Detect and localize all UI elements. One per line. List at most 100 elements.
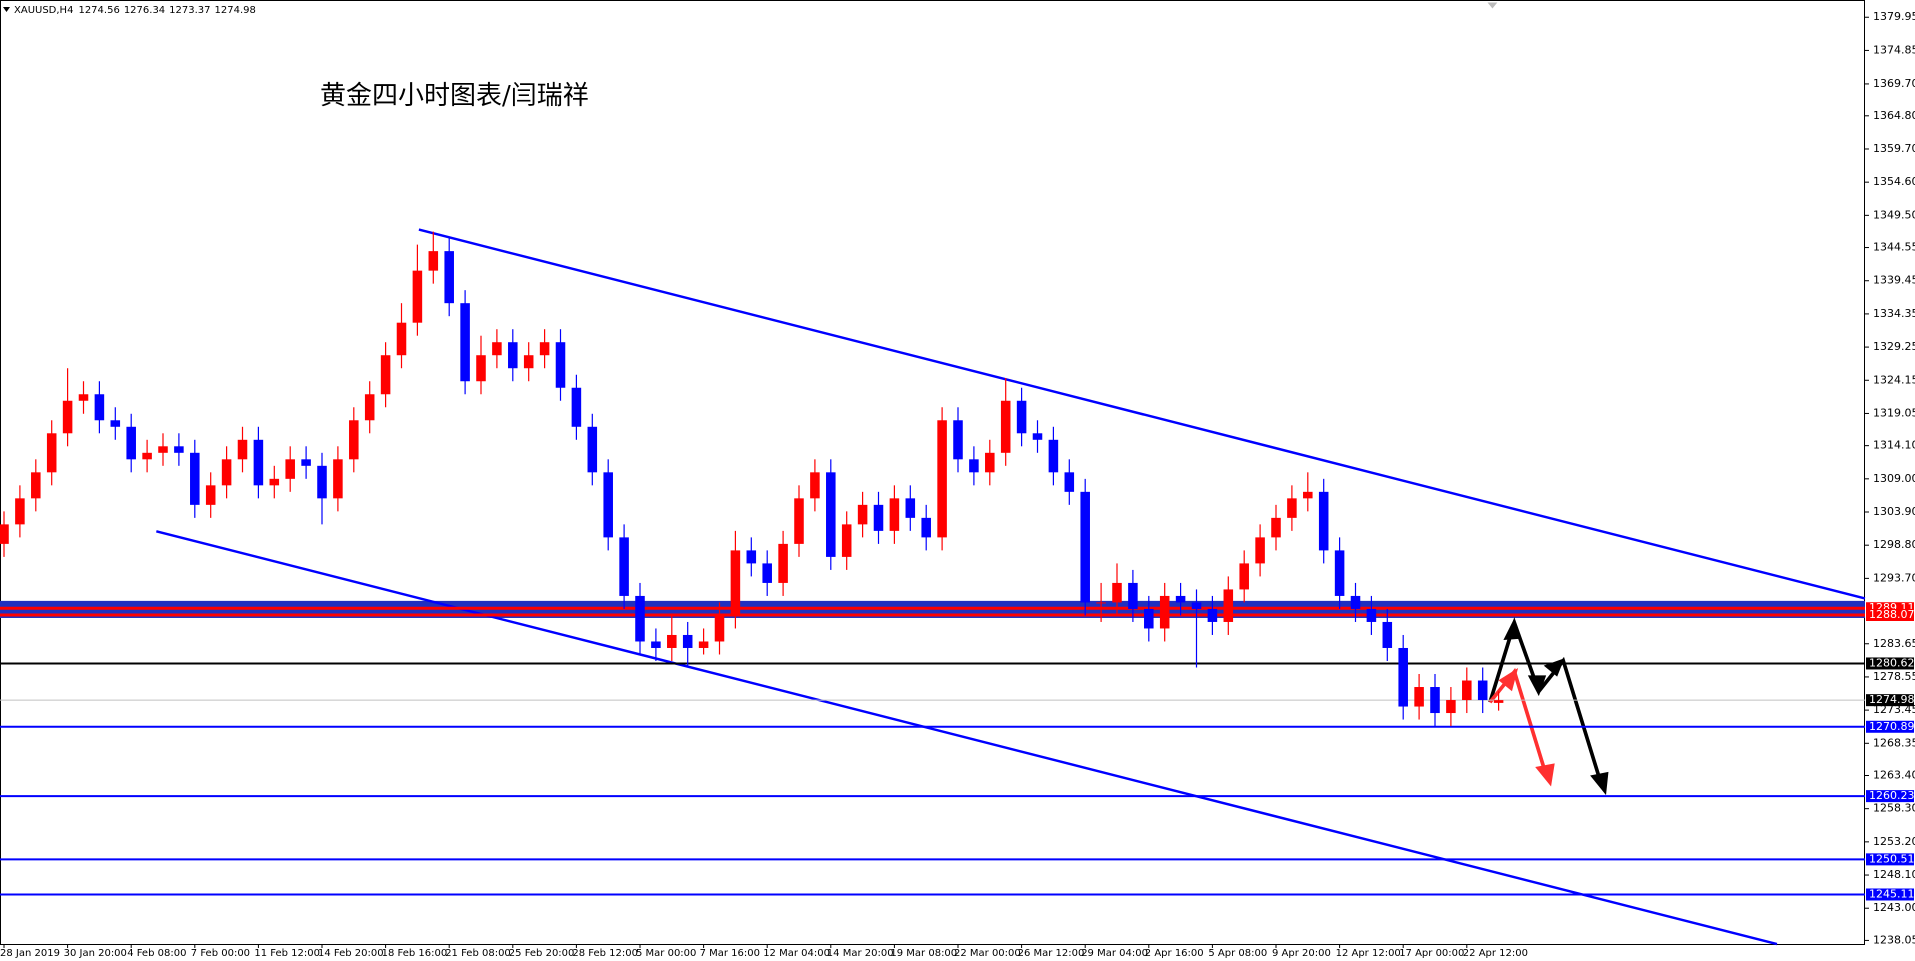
level-label: 1245.11 [1869, 887, 1915, 900]
y-tick-label: 1334.35 [1873, 307, 1915, 320]
candle-body [444, 251, 454, 304]
candle-body [1000, 400, 1011, 453]
level-label-bg [1866, 853, 1914, 866]
candle-body [1303, 491, 1313, 499]
candle-body [682, 634, 693, 648]
candle-body [174, 446, 184, 453]
candle-body [1382, 621, 1393, 648]
candle-body [428, 251, 439, 271]
candle-body [1493, 700, 1504, 703]
arrow-head [1590, 771, 1609, 796]
candle-body [746, 550, 757, 564]
chart-title: 黄金四小时图表/闫瑞祥 [320, 81, 589, 111]
x-tick-label: 28 Feb 12:00 [572, 948, 638, 959]
candle-body [1223, 589, 1234, 622]
candle-body [412, 270, 423, 323]
y-tick-label: 1238.05 [1873, 933, 1915, 946]
current-price-bg [1866, 694, 1914, 707]
marks: 1379.95 1374.85 1369.70 1364.80 1359.70 1354.… [0, 10, 1915, 959]
header-icon [3, 7, 10, 12]
candle-body [1398, 647, 1408, 707]
candle-body [889, 498, 900, 531]
candle-body [1191, 602, 1202, 609]
y-tick-label: 1329.25 [1873, 340, 1915, 353]
y-tick-label: 1319.05 [1873, 406, 1915, 419]
level-label-bg [1866, 720, 1914, 733]
candle-body [603, 472, 613, 538]
candle-body [921, 517, 931, 538]
candle-body [539, 342, 550, 356]
x-tick-label: 25 Feb 20:00 [509, 948, 575, 959]
y-tick-label: 1354.60 [1873, 175, 1915, 188]
candle-body [635, 595, 645, 642]
low: 1273.37 [169, 5, 210, 16]
level-label-bg [1866, 790, 1914, 803]
y-tick-label: 1253.20 [1873, 835, 1915, 848]
y-tick-label: 1364.80 [1873, 109, 1915, 122]
current-price-label: 1274.98 [1869, 693, 1915, 706]
candle-body [873, 504, 884, 531]
candle-body [1159, 595, 1170, 629]
x-tick-label: 9 Apr 20:00 [1272, 948, 1331, 959]
candle-body [523, 355, 534, 369]
y-tick-label: 1314.10 [1873, 439, 1915, 452]
y-tick-label: 1303.90 [1873, 505, 1915, 518]
candle-body [237, 439, 248, 460]
x-tick-label: 19 Mar 08:00 [890, 948, 957, 959]
level-label: 1250.51 [1869, 852, 1915, 865]
y-tick-label: 1258.30 [1873, 802, 1915, 815]
candle-body [1318, 491, 1329, 551]
high: 1276.34 [124, 5, 165, 16]
candle-body [571, 387, 582, 427]
x-tick-label: 7 Mar 16:00 [700, 948, 760, 959]
candle-body [1462, 680, 1472, 701]
candle-body [730, 550, 741, 616]
candle-body [0, 524, 9, 544]
candle-body [349, 420, 359, 460]
x-tick-label: 7 Feb 00:00 [191, 948, 250, 959]
arrow-head [1503, 617, 1521, 640]
candle-body [1016, 400, 1027, 434]
y-tick-label: 1278.55 [1873, 670, 1915, 683]
candle-body [667, 634, 677, 648]
candle-body [619, 537, 629, 596]
candle-body [158, 446, 168, 453]
x-tick-label: 22 Mar 00:00 [954, 948, 1021, 959]
candle-body [1112, 582, 1122, 603]
x-tick-label: 30 Jan 20:00 [64, 948, 127, 959]
candle-body [269, 478, 280, 486]
x-tick-label: 29 Mar 04:00 [1081, 948, 1148, 959]
y-tick-label: 1293.70 [1873, 571, 1915, 584]
candle-body [762, 563, 772, 583]
candle-body [253, 439, 264, 486]
level-label: 1288.07 [1869, 608, 1915, 621]
upper-trendline [418, 228, 1866, 600]
candle-body [460, 303, 470, 382]
candle-body [110, 420, 121, 427]
candle-body [333, 459, 343, 499]
y-tick-label: 1359.70 [1873, 142, 1915, 155]
candle-body [1048, 439, 1059, 473]
plot-frame [0, 0, 1865, 945]
candle-body [778, 543, 788, 583]
candle-body [94, 394, 105, 421]
candle-body [841, 524, 852, 557]
candle-body [555, 342, 566, 388]
y-tick-label: 1374.85 [1873, 43, 1915, 56]
x-tick-label: 4 Feb 08:00 [127, 948, 186, 959]
y-tick-label: 1268.35 [1873, 736, 1915, 749]
level-label: 1260.23 [1869, 789, 1915, 802]
y-tick-label: 1273.45 [1873, 703, 1915, 716]
y-tick-label: 1324.15 [1873, 373, 1915, 386]
candle-body [587, 426, 598, 473]
x-tick-label: 12 Mar 04:00 [763, 948, 830, 959]
candle-body [78, 394, 89, 401]
candle-body [476, 355, 486, 382]
candle-body [15, 498, 25, 525]
y-tick-label: 1344.55 [1873, 241, 1915, 254]
level-label: 1270.89 [1869, 720, 1915, 733]
candle-body [1446, 700, 1456, 714]
candle-body [1271, 517, 1281, 538]
x-tick-label: 14 Mar 20:00 [827, 948, 894, 959]
candle-body [62, 400, 73, 434]
